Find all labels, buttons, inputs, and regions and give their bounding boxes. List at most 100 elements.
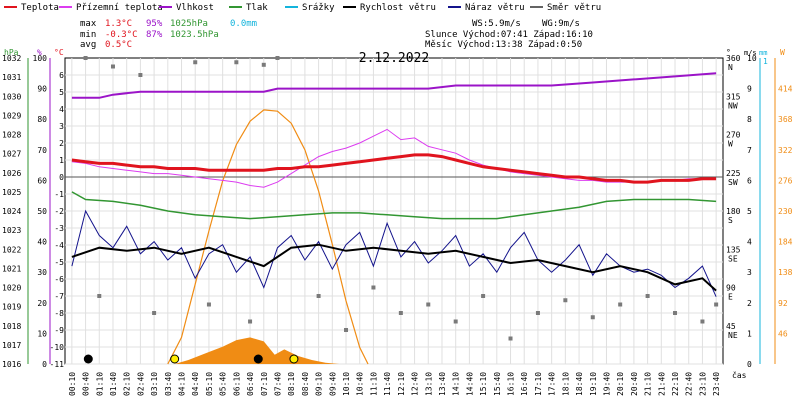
wind-direction-point [234, 60, 239, 65]
stat-max-hum: 95% [146, 19, 163, 29]
legend-label: Přízemní teplota [76, 3, 163, 13]
wind-direction-tick-label: 45 [726, 322, 736, 331]
wind-direction-tick-label: 360 [726, 54, 741, 63]
pressure-tick-label: 1019 [2, 303, 21, 312]
wind-direction-point [700, 319, 705, 324]
legend-swatch [448, 5, 461, 8]
temperature-tick-label: 2 [59, 139, 64, 148]
wind-speed-tick-label: 6 [747, 176, 752, 185]
wind-direction-compass-label: W [728, 140, 733, 149]
wind-direction-compass-label: SE [728, 254, 738, 263]
legend-swatch [343, 5, 356, 8]
humidity-tick-label: 80 [37, 115, 47, 124]
sunrise-marker [170, 354, 180, 364]
x-tick-label: 02:10 [123, 372, 132, 396]
pressure-tick-label: 1020 [2, 284, 21, 293]
wind-direction-point [590, 315, 595, 320]
humidity-tick-label: 0 [42, 360, 47, 369]
pressure-tick-label: 1016 [2, 360, 21, 369]
wind-direction-compass-label: NE [728, 331, 738, 340]
temperature-tick-label: -2 [54, 207, 64, 216]
pressure-line [71, 191, 717, 220]
wind-direction-point [316, 294, 321, 298]
pressure-tick-label: 1025 [2, 188, 21, 197]
humidity-tick-label: 90 [37, 85, 47, 94]
stat-min-temp: -0.3°C [105, 30, 138, 40]
wind-direction-compass-label: NW [728, 101, 738, 110]
stat-sun: Slunce Východ:07:41 Západ:16:10 [425, 30, 593, 40]
x-tick-label: 06:10 [232, 372, 241, 396]
stat-max-label: max [80, 19, 97, 29]
stat-moon: Měsíc Východ:13:38 Západ:0:50 [425, 40, 583, 50]
humidity-tick-label: 60 [37, 176, 47, 185]
x-tick-label: 16:10 [507, 372, 516, 396]
x-tick-label: 06:40 [246, 372, 255, 396]
stat-wind-speed: WS:5.9m/s [472, 19, 521, 29]
temperature-tick-label: -4 [54, 241, 64, 250]
legend-item: Směr větru [530, 3, 601, 13]
wind-direction-point [398, 311, 403, 315]
x-tick-label: 00:40 [82, 372, 91, 396]
humidity-tick-label: 20 [37, 299, 47, 308]
stat-avg-label: avg [80, 40, 97, 50]
x-tick-label: 10:40 [356, 372, 365, 396]
wind-direction-point [248, 319, 253, 324]
solar-tick-label: 46 [778, 329, 788, 338]
wind-direction-tick-label: 180 [726, 207, 741, 216]
x-tick-label: 05:10 [205, 372, 214, 396]
x-tick-label: 16:40 [520, 372, 529, 396]
pressure-tick-label: 1022 [2, 245, 21, 254]
x-tick-label: 22:10 [671, 372, 680, 396]
humidity-line [71, 72, 717, 99]
solar-tick-label: 414 [778, 85, 793, 94]
solar-tick-label: 230 [778, 207, 793, 216]
wind-direction-point [508, 336, 513, 341]
wind-direction-tick-label: 270 [726, 131, 741, 140]
legend-swatch [285, 5, 298, 8]
x-tick-label: 00:10 [68, 372, 77, 396]
temperature-tick-label: -8 [54, 309, 64, 318]
temperature-tick-label: -10 [50, 343, 65, 352]
rain-tick-label: 1 [763, 57, 768, 66]
temperature-tick-label: -9 [54, 326, 64, 335]
wind-direction-point [83, 56, 88, 60]
wind-speed-tick-label: 9 [747, 85, 752, 94]
x-tick-label: 20:40 [630, 372, 639, 396]
legend-swatch [530, 5, 543, 8]
legend-item: Přízemní teplota [59, 3, 163, 13]
wind-direction-point [97, 294, 102, 298]
x-tick-label: 09:10 [315, 372, 324, 396]
x-tick-label: 20:10 [616, 372, 625, 396]
wind-speed-tick-label: 4 [747, 238, 752, 247]
wind-direction-point [261, 62, 266, 67]
wind-direction-tick-label: 135 [726, 245, 741, 254]
humidity-tick-label: 10 [37, 329, 47, 338]
x-tick-label: 03:40 [164, 372, 173, 396]
solar-tick-label: 184 [778, 238, 793, 247]
temperature-tick-label: -1 [54, 190, 64, 199]
solar-tick-label: 138 [778, 268, 793, 277]
x-axis-label: čas [732, 370, 747, 380]
x-tick-label: 02:40 [136, 372, 145, 396]
temperature-line [71, 153, 717, 184]
temperature-tick-label: -6 [54, 275, 64, 284]
temperature-tick-label: 1 [59, 156, 64, 165]
wind-direction-point [426, 302, 431, 307]
pressure-tick-label: 1018 [2, 322, 21, 331]
temperature-tick-label: -7 [54, 292, 64, 301]
solar-tick-label: 276 [778, 176, 793, 185]
legend-swatch [159, 5, 172, 8]
wind-direction-point [152, 311, 157, 315]
x-tick-label: 21:10 [644, 372, 653, 396]
wind-speed-tick-label: 5 [747, 207, 752, 216]
x-tick-label: 22:40 [685, 372, 694, 396]
x-tick-label: 18:40 [575, 372, 584, 396]
pressure-tick-label: 1024 [2, 207, 21, 216]
legend-swatch [59, 5, 72, 8]
wind-direction-point [618, 302, 623, 307]
legend-swatch [4, 5, 17, 8]
wind-direction-point [535, 311, 540, 315]
pressure-axis-title: hPa [4, 48, 19, 57]
x-tick-label: 05:40 [219, 372, 228, 396]
moonrise-marker [253, 354, 263, 364]
